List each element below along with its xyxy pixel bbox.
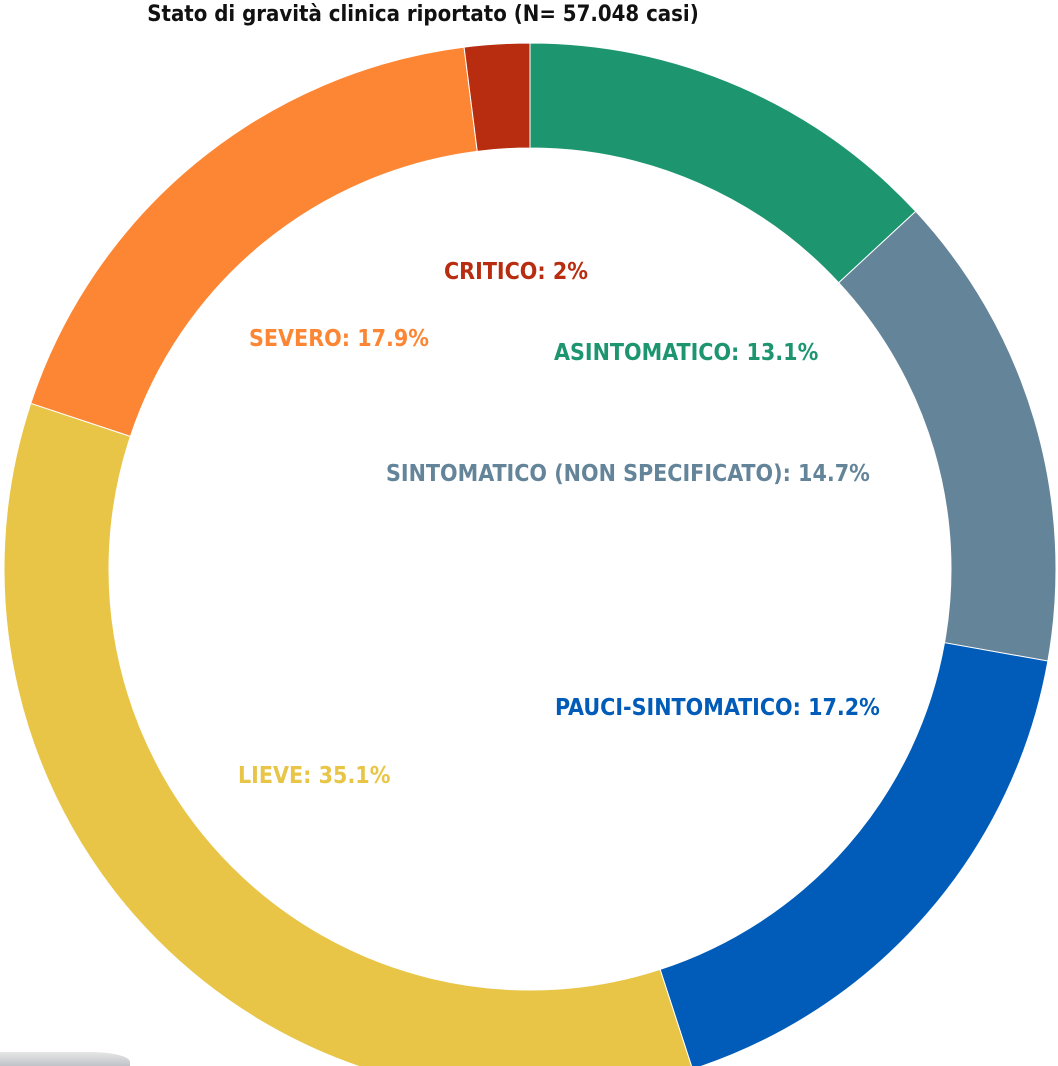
label-sintomatico-non-specificato: SINTOMATICO (NON SPECIFICATO): 14.7% — [386, 461, 870, 487]
slice-sintomatico-non-specificato — [837, 210, 1057, 662]
slice-severo — [30, 46, 478, 438]
label-pauci-sintomatico: PAUCI-SINTOMATICO: 17.2% — [555, 695, 880, 721]
label-asintomatico: ASINTOMATICO: 13.1% — [554, 340, 819, 366]
slice-asintomatico — [529, 42, 917, 284]
slice-critico — [463, 42, 531, 152]
label-severo: SEVERO: 17.9% — [249, 326, 429, 352]
slice-labels: ASINTOMATICO: 13.1% SINTOMATICO (NON SPEC… — [238, 259, 880, 789]
label-lieve: LIEVE: 35.1% — [238, 763, 391, 789]
slice-pauci-sintomatico — [659, 642, 1049, 1066]
label-critico: CRITICO: 2% — [444, 259, 588, 285]
decorative-shadow — [0, 1052, 130, 1066]
chart-title: Stato di gravità clinica riportato (N= 5… — [147, 2, 699, 27]
slice-lieve — [3, 402, 693, 1066]
donut-slices — [3, 42, 1057, 1066]
